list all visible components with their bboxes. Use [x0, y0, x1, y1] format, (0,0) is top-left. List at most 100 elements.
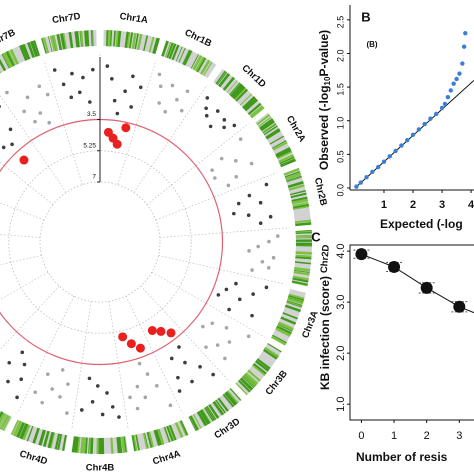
density-stripe	[199, 409, 210, 425]
density-stripe	[190, 54, 200, 69]
density-stripe	[156, 428, 164, 445]
density-stripe	[285, 305, 301, 312]
snp-point	[190, 379, 194, 384]
density-stripe	[226, 80, 238, 93]
density-stripe	[271, 140, 287, 149]
snp-point	[137, 361, 142, 366]
qq-point	[451, 81, 456, 86]
threshold-circle	[0, 118, 224, 366]
qq-point	[463, 31, 468, 36]
snp-point	[15, 395, 19, 400]
density-stripe	[88, 437, 90, 454]
density-stripe	[278, 154, 294, 163]
snp-point	[264, 182, 269, 187]
density-stripe	[128, 32, 134, 49]
snp-point	[158, 84, 163, 89]
significant-snp	[126, 339, 136, 349]
density-stripe	[19, 423, 28, 439]
chromosome-label: Chr4D	[18, 449, 49, 468]
density-stripe	[2, 415, 11, 431]
density-stripe	[239, 93, 253, 106]
qq-point	[460, 61, 465, 66]
density-stripe	[142, 432, 149, 449]
density-stripe	[276, 325, 292, 335]
qq-point	[439, 105, 445, 111]
y-axis-label-part: P-value)	[317, 30, 331, 77]
snp-point	[110, 77, 114, 81]
density-stripe	[117, 436, 123, 454]
density-stripe	[258, 116, 272, 127]
radial-tick-label: 3.5	[87, 111, 96, 118]
snp-point	[238, 137, 243, 141]
snp-point	[205, 96, 210, 100]
snp-point	[204, 113, 209, 118]
snp-point	[138, 85, 143, 90]
density-stripe	[276, 150, 293, 160]
point	[355, 248, 368, 261]
snp-point	[25, 95, 30, 100]
y-tick-label: 1.5	[335, 83, 345, 96]
snp-point	[183, 360, 187, 365]
panel-label: B	[361, 9, 370, 24]
snp-point	[204, 345, 208, 349]
snp-point	[201, 324, 205, 329]
sector-separator	[140, 285, 230, 382]
qq-point	[445, 94, 451, 100]
chromosome-label: Chr2D	[319, 244, 332, 273]
y-axis-label-part: Observed (-log	[317, 85, 331, 170]
snp-point	[177, 345, 181, 349]
density-stripe	[234, 87, 247, 101]
snp-point	[22, 362, 27, 367]
qq-point	[370, 169, 375, 175]
qq-point	[448, 88, 453, 93]
chromosome-label: Chr2A	[284, 114, 308, 144]
x-tick-label: 1	[381, 199, 387, 211]
snp-point	[135, 406, 140, 411]
sector-separator	[133, 84, 208, 193]
density-stripe	[168, 43, 177, 60]
qq-point	[399, 143, 404, 148]
x-tick-label: 3	[456, 430, 462, 442]
sector-separator	[125, 295, 183, 414]
density-stripe	[291, 198, 309, 205]
qq-point	[428, 116, 433, 121]
y-tick-label: 4.0	[335, 243, 347, 258]
density-stripe	[283, 168, 300, 176]
snp-point	[47, 120, 52, 125]
chromosome-label: Chr4B	[86, 463, 115, 474]
density-stripe	[189, 415, 199, 431]
density-stripe	[282, 312, 298, 320]
density-stripe	[250, 106, 265, 119]
significant-snp	[166, 328, 176, 338]
density-stripe	[56, 34, 62, 51]
density-stripe	[291, 196, 308, 202]
sector-separator	[155, 172, 277, 221]
density-stripe	[224, 392, 236, 406]
snp-point	[117, 415, 121, 419]
snp-point	[40, 400, 44, 405]
density-stripe	[192, 414, 202, 429]
density-stripe	[242, 375, 255, 388]
density-stripe	[0, 414, 7, 428]
sector-separator	[0, 285, 60, 351]
snp-point	[105, 64, 110, 68]
significant-snp	[147, 326, 157, 336]
snp-point	[79, 408, 84, 412]
density-stripe	[286, 175, 302, 182]
density-stripe	[293, 271, 310, 276]
density-stripe	[264, 348, 279, 358]
snp-point	[88, 100, 92, 104]
density-stripe	[47, 431, 55, 449]
snp-point	[227, 340, 232, 344]
snp-point	[222, 125, 226, 130]
x-axis-label: Expected (-log	[380, 217, 463, 231]
density-stripe	[243, 97, 258, 111]
qq-point	[416, 127, 422, 132]
density-stripe	[5, 51, 15, 67]
density-stripe	[243, 374, 257, 387]
snp-point	[110, 405, 115, 409]
snp-point	[247, 193, 252, 198]
qq-point	[387, 154, 392, 159]
density-stripe	[255, 359, 270, 372]
snp-point	[223, 356, 227, 361]
